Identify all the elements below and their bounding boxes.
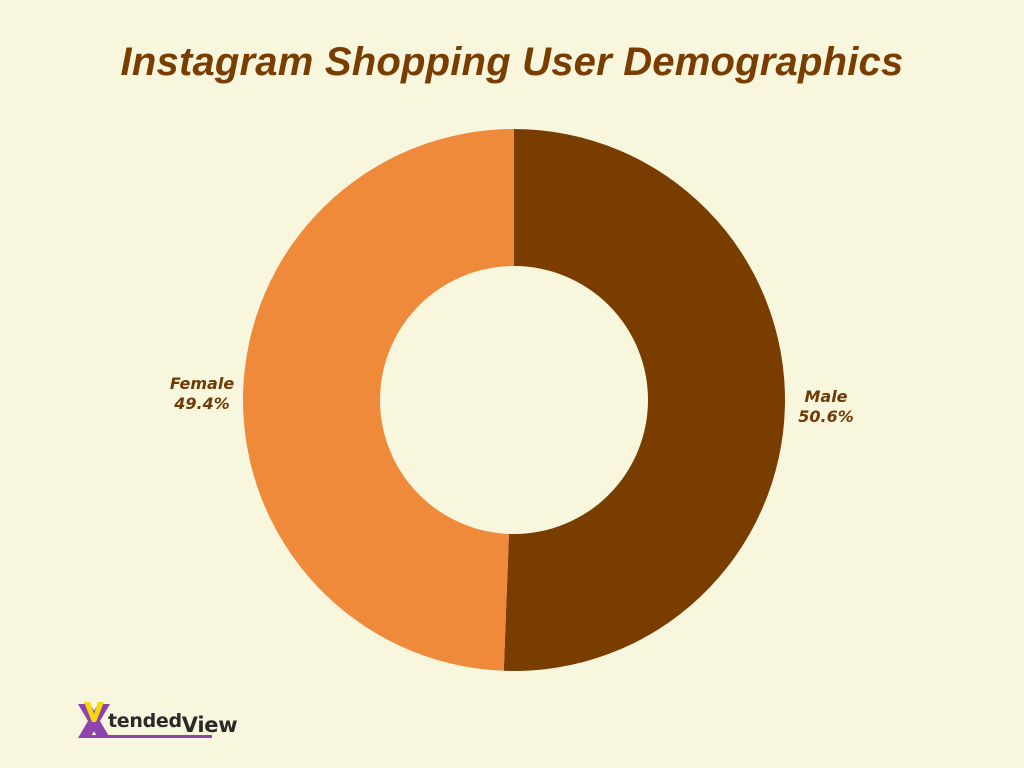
- logo-underline: [90, 735, 212, 738]
- female-label: Female 49.4%: [160, 374, 244, 414]
- male-label-value: 50.6%: [798, 407, 854, 426]
- female-label-name: Female: [169, 374, 235, 393]
- xtendedview-logo: tendedView: [76, 700, 276, 744]
- donut-hole: [380, 266, 648, 534]
- male-label-name: Male: [804, 387, 848, 406]
- slice-female: [243, 129, 515, 671]
- logo-text-view: View: [181, 713, 238, 737]
- chart-title: Instagram Shopping User Demographics: [120, 40, 904, 84]
- female-label-value: 49.4%: [174, 394, 230, 413]
- logo-text-tended: tended: [108, 710, 182, 732]
- logo-x-icon: [78, 702, 110, 738]
- male-label: Male 50.6%: [786, 387, 866, 427]
